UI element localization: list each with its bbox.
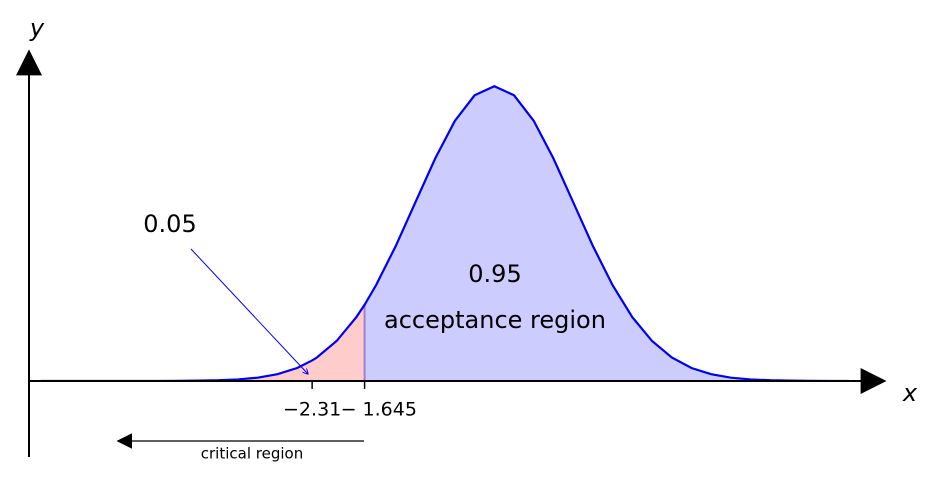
region-label: 0.95 (468, 260, 521, 288)
x-tick-label: − 1.645 (341, 399, 417, 421)
region-fill (364, 86, 850, 381)
region-name: acceptance region (384, 306, 606, 334)
x-axis-label: x (902, 379, 918, 407)
region-label: 0.05 (143, 210, 196, 238)
region-fill (40, 304, 365, 381)
annotation-arrow (190, 248, 308, 374)
annotation: critical region (201, 445, 303, 463)
x-tick-label: −2.31 (283, 399, 341, 421)
y-axis-label: y (29, 14, 45, 42)
region-fills (40, 86, 850, 381)
